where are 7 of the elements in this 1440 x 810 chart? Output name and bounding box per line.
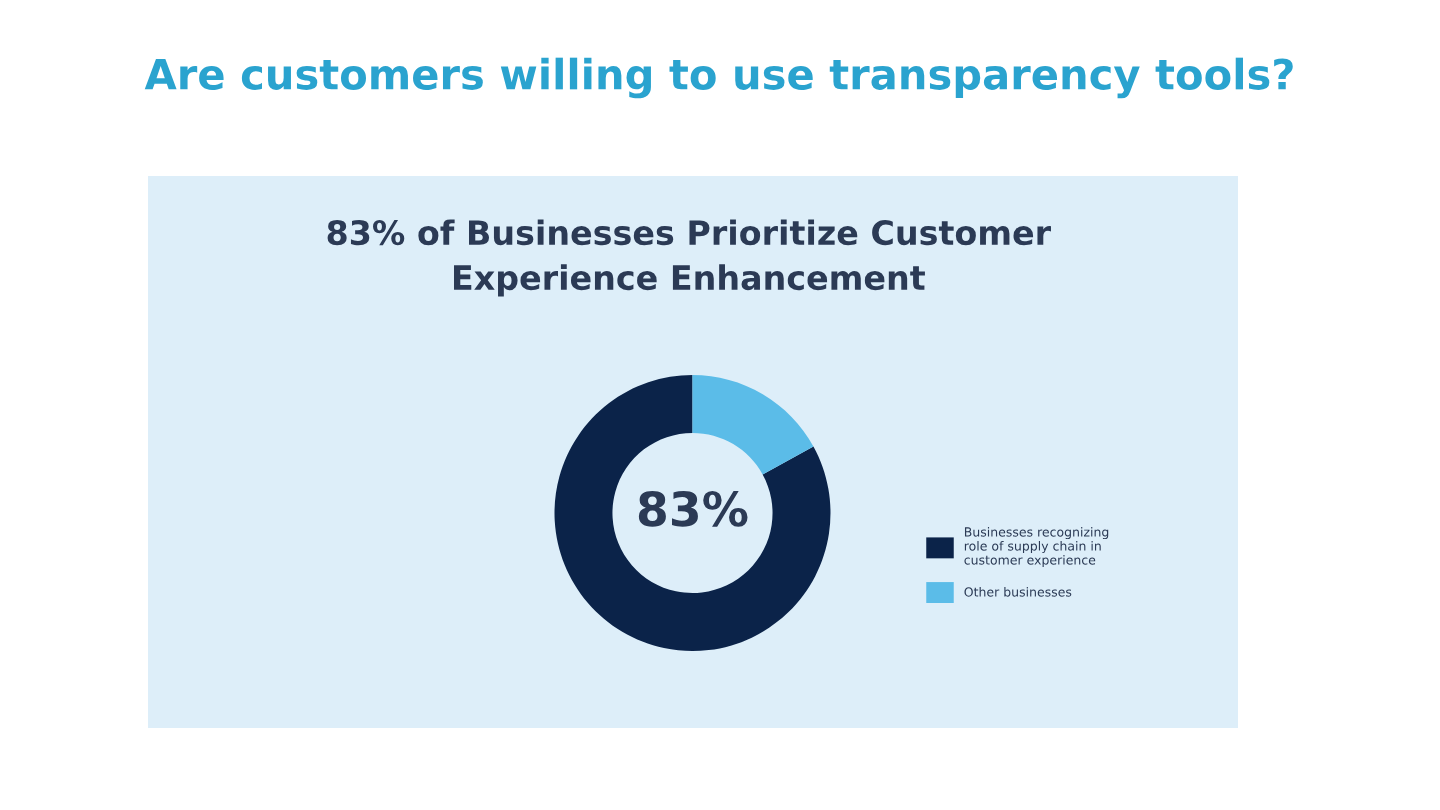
chart-title: Are customers willing to use transparency tools? [144,57,1293,99]
donut-slice [692,375,814,475]
donut-slice [554,375,831,651]
text: 83% [638,490,748,527]
chart-subtitle: 83% of Businesses Prioritize Customer Experience Enhancement [327,219,1051,297]
legend-label: Businesses recognizing role of supply chain in customer experience [964,526,1109,568]
legend-label: Other businesses [964,586,1072,597]
